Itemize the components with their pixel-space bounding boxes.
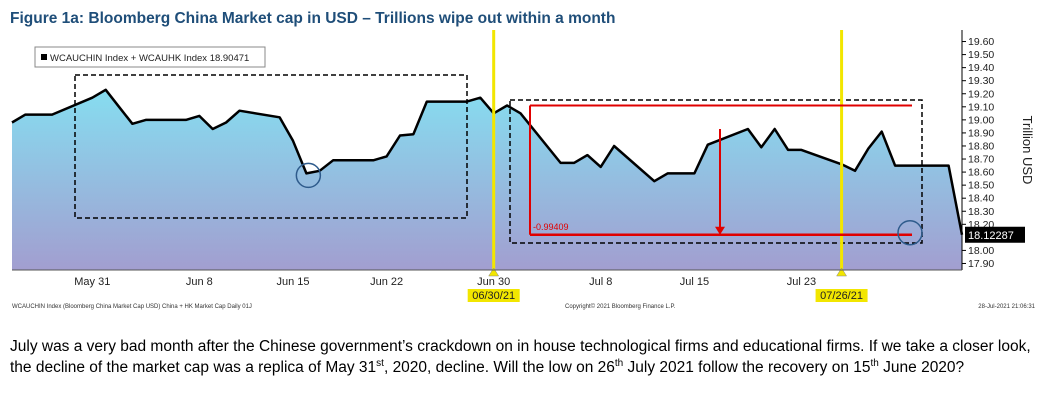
x-tick-label-6: Jul 15 [680,276,709,288]
caption-part-2: , 2020, decline. Will the low on 26 [383,359,615,376]
x-tick-label-2: Jun 15 [276,276,309,288]
overlay-layer [74,30,923,277]
marker-line-jun30-tip [488,267,500,277]
y-tick-label-1: 19.50 [968,49,994,61]
circle-jun15-low [295,162,322,189]
marker-line-jul26-tip [836,267,848,277]
y-tick-label-4: 19.20 [968,88,994,100]
caption-part-4: June 2020? [878,359,965,376]
series-line [11,88,964,236]
footer-center: Copyright© 2021 Bloomberg Finance L.P. [565,303,676,310]
legend-swatch [41,54,47,60]
y-axis-label: Trillion USD [1020,116,1035,185]
red-arrow-head [715,226,725,235]
marker-date-bg-1 [815,289,868,302]
y-tick-label-6: 19.00 [968,114,994,126]
caption-part-1: July was a very bad month after the Chin… [10,338,1031,376]
marker-date-label-0: 06/30/21 [472,290,515,302]
footer-right: 28-Jul-2021 21:06:31 [978,304,1035,310]
y-tick-label-5: 19.10 [968,101,994,113]
area-fill [12,89,962,270]
y-tick-label-3: 19.30 [968,75,994,87]
figure-title: Figure 1a: Bloomberg China Market cap in… [10,10,616,27]
last-value-box: 18.12287 [965,226,1025,243]
caption-part-3: July 2021 follow the recovery on 15 [623,359,871,376]
x-tick-label-3: Jun 22 [370,276,403,288]
circle-jul26-low [897,220,923,246]
x-tick-label-1: Jun 8 [186,276,213,288]
caption-sup-2: th [614,357,624,369]
marker-date-1: 07/26/21 [815,289,868,302]
y-tick-label-12: 18.40 [968,193,994,205]
caption: July was a very bad month after the Chin… [10,336,1040,378]
area-layer [11,88,964,270]
y-tick-label-15: 18.00 [968,245,994,257]
x-tick-label-5: Jul 8 [589,276,612,288]
axis-layer: 19.6019.5019.4019.3019.2019.1019.0018.90… [12,30,1035,302]
y-tick-label-10: 18.60 [968,167,994,179]
legend-text: WCAUCHIN Index + WCAUHK Index 18.90471 [50,53,249,64]
drop-label: -0.99409 [533,222,569,232]
last-value-bg [965,226,1025,243]
y-tick-label-13: 18.30 [968,206,994,218]
y-tick-label-16: 17.90 [968,258,994,270]
y-tick-label-0: 19.60 [968,36,994,48]
dashed-box-june [74,74,468,219]
y-tick-label-7: 18.90 [968,127,994,139]
footer-left: WCAUCHIN Index (Bloomberg China Market C… [12,304,252,310]
dashed-box-july [509,99,923,244]
marker-date-label-1: 07/26/21 [820,290,863,302]
y-tick-label-2: 19.40 [968,62,994,74]
legend-box [34,46,266,68]
last-value-label: 18.12287 [968,230,1014,242]
caption-sup-1: st [376,357,384,369]
legend: WCAUCHIN Index + WCAUHK Index 18.90471 [34,46,266,68]
marker-date-0: 06/30/21 [467,289,520,302]
y-tick-label-8: 18.80 [968,140,994,152]
y-tick-label-11: 18.50 [968,180,994,192]
x-tick-label-0: May 31 [74,276,110,288]
x-tick-label-7: Jul 23 [787,276,816,288]
x-tick-label-4: Jun 30 [477,276,510,288]
label-layer: 18.12287 06/30/21 07/26/21 -0.99409 WCAUCHIN… [12,46,1036,310]
market-cap-chart: 19.6019.5019.4019.3019.2019.1019.0018.90… [11,30,1036,310]
caption-sup-3: th [870,357,879,369]
y-tick-label-9: 18.70 [968,154,994,166]
marker-date-bg-0 [467,289,520,302]
